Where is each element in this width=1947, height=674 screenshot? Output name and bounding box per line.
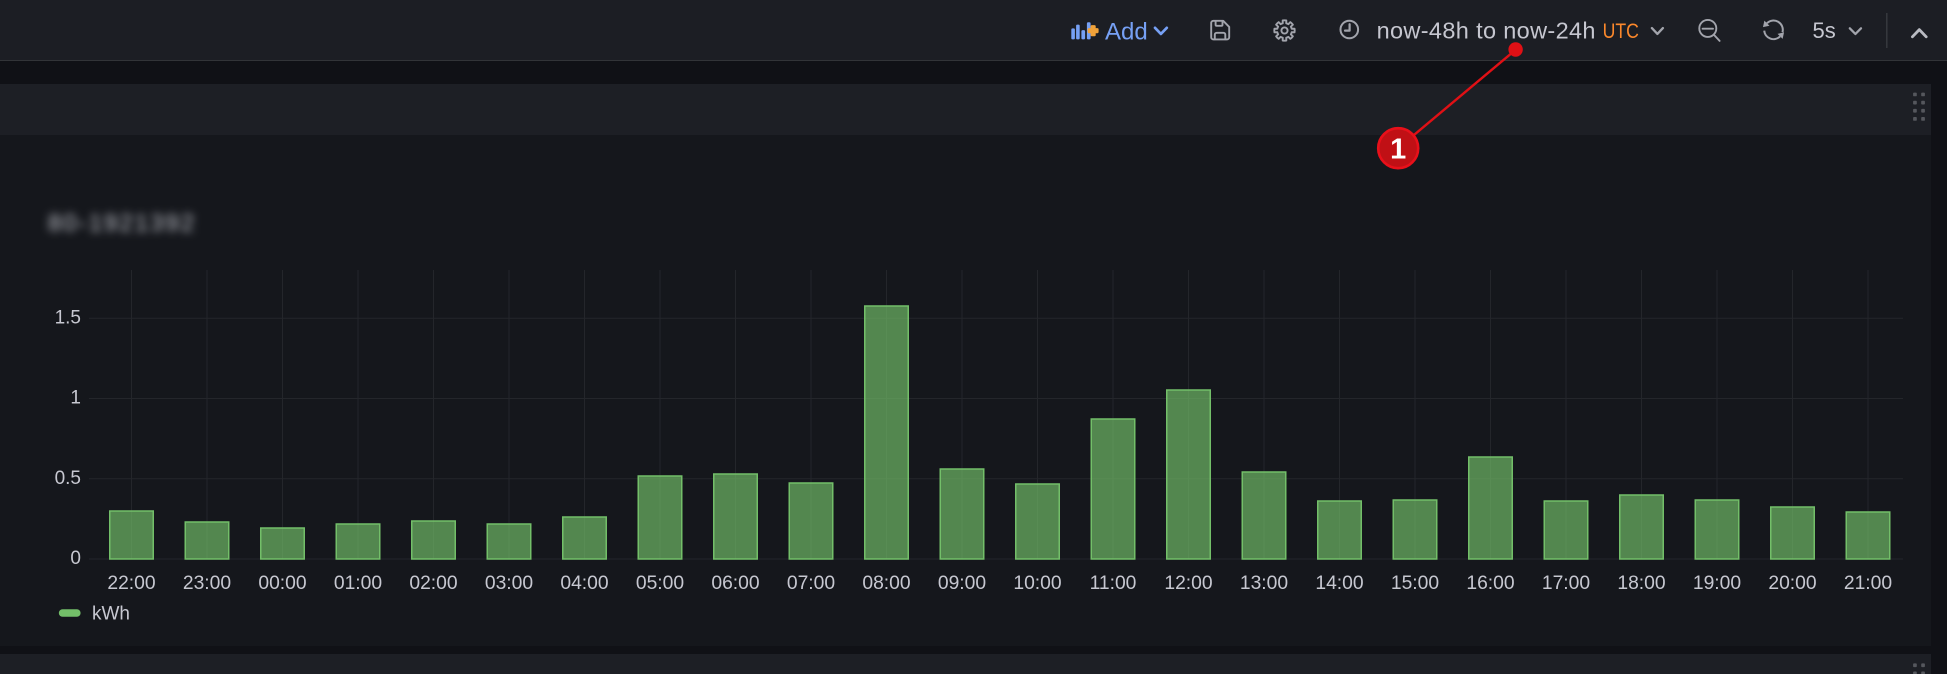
svg-text:kWh: kWh bbox=[92, 604, 130, 625]
svg-text:12:00: 12:00 bbox=[1164, 573, 1212, 594]
svg-text:00:00: 00:00 bbox=[258, 573, 306, 594]
svg-text:UTC: UTC bbox=[1603, 19, 1639, 43]
svg-text:0: 0 bbox=[70, 548, 81, 569]
svg-text:05:00: 05:00 bbox=[636, 573, 684, 594]
svg-text:16:00: 16:00 bbox=[1466, 573, 1514, 594]
svg-text:15:00: 15:00 bbox=[1391, 573, 1439, 594]
svg-text:14:00: 14:00 bbox=[1315, 573, 1363, 594]
svg-text:03:00: 03:00 bbox=[485, 573, 533, 594]
svg-text:04:00: 04:00 bbox=[560, 573, 608, 594]
svg-text:now-48h to now-24h: now-48h to now-24h bbox=[1377, 17, 1596, 43]
svg-text:22:00: 22:00 bbox=[107, 573, 155, 594]
svg-text:07:00: 07:00 bbox=[787, 573, 835, 594]
svg-text:21:00: 21:00 bbox=[1844, 573, 1892, 594]
svg-text:20:00: 20:00 bbox=[1768, 573, 1816, 594]
svg-text:1: 1 bbox=[70, 388, 81, 409]
svg-text:09:00: 09:00 bbox=[938, 573, 986, 594]
svg-text:19:00: 19:00 bbox=[1693, 573, 1741, 594]
svg-text:02:00: 02:00 bbox=[409, 573, 457, 594]
svg-text:17:00: 17:00 bbox=[1542, 573, 1590, 594]
svg-text:10:00: 10:00 bbox=[1013, 573, 1061, 594]
svg-text:08:00: 08:00 bbox=[862, 573, 910, 594]
svg-text:0.5: 0.5 bbox=[55, 468, 81, 489]
svg-text:01:00: 01:00 bbox=[334, 573, 382, 594]
svg-text:80-1921392: 80-1921392 bbox=[48, 210, 196, 237]
svg-text:18:00: 18:00 bbox=[1617, 573, 1665, 594]
svg-text:13:00: 13:00 bbox=[1240, 573, 1288, 594]
svg-text:23:00: 23:00 bbox=[183, 573, 231, 594]
svg-text:1: 1 bbox=[1390, 134, 1406, 166]
svg-text:Add: Add bbox=[1105, 19, 1148, 46]
svg-text:5s: 5s bbox=[1813, 18, 1836, 43]
svg-text:11:00: 11:00 bbox=[1090, 573, 1137, 594]
svg-text:06:00: 06:00 bbox=[711, 573, 759, 594]
svg-text:1.5: 1.5 bbox=[55, 307, 81, 328]
